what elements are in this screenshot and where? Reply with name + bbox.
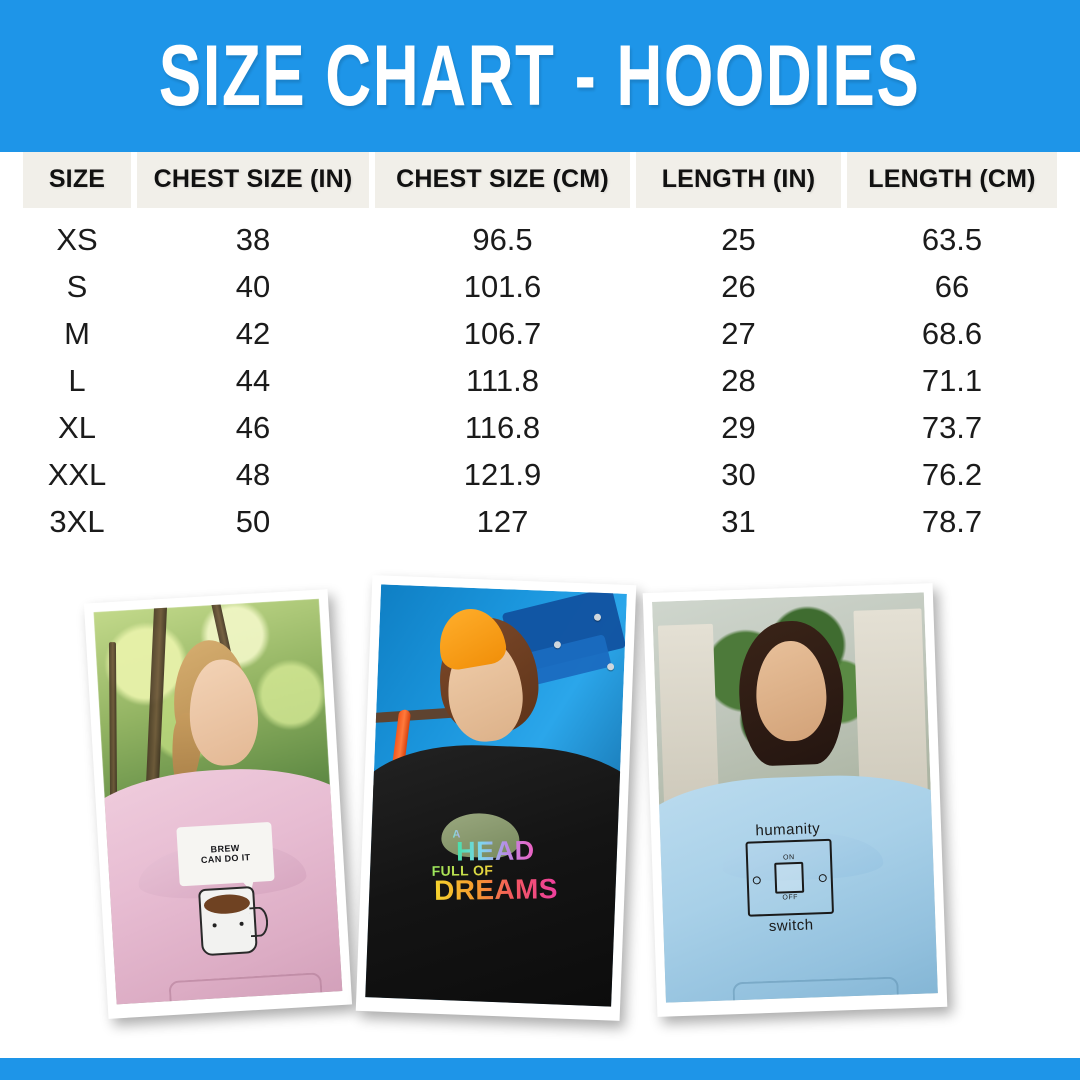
hoodie-pocket (732, 976, 900, 1003)
cell-chest-in: 48 (235, 457, 271, 492)
cell-length-cm: 73.7 (921, 410, 983, 445)
cell-size: M (64, 316, 90, 351)
cell-length-in: 27 (721, 316, 756, 351)
table-body: XS 38 96.5 25 63.5 S 40 101.6 26 66 M 42… (23, 208, 1057, 545)
cup-eyes (212, 921, 244, 928)
photo-pane: humanity ON OFF switch (651, 592, 938, 1003)
cell-chest-in: 38 (235, 222, 271, 257)
cell-chest-in: 40 (235, 269, 271, 304)
cell-chest-in: 44 (235, 363, 271, 398)
speech-bubble-graphic: BREW CAN DO IT (176, 821, 275, 887)
page-title: SIZE CHART - HOODIES (159, 28, 921, 124)
brew-line-2: CAN DO IT (200, 852, 251, 866)
cell-size: 3XL (49, 504, 105, 539)
humanity-switch-graphic: humanity ON OFF switch (713, 795, 865, 960)
hoodie-pocket (168, 971, 324, 1005)
cell-length-cm: 76.2 (921, 457, 983, 492)
table-row: M 42 106.7 27 68.6 (23, 310, 1057, 357)
cell-chest-cm: 127 (476, 504, 529, 539)
column-header-chest-cm: CHEST SIZE (CM) (375, 152, 630, 208)
cell-size: XXL (47, 457, 107, 492)
footer-banner (0, 1058, 1080, 1080)
light-switch-icon: ON OFF (745, 839, 834, 917)
cell-length-cm: 66 (934, 269, 970, 304)
cell-chest-in: 50 (235, 504, 271, 539)
product-photo-black-hoodie: A HEAD FULL OF DREAMS (355, 575, 637, 1021)
cell-size: L (68, 363, 86, 398)
table-row: 3XL 50 127 31 78.7 (23, 498, 1057, 545)
cell-length-cm: 71.1 (921, 363, 983, 398)
product-photo-blue-hoodie: humanity ON OFF switch (642, 583, 948, 1017)
cell-length-in: 26 (721, 269, 756, 304)
cell-length-cm: 63.5 (921, 222, 983, 257)
screw-icon (818, 873, 827, 882)
column-header-size: SIZE (23, 152, 131, 208)
cell-chest-cm: 106.7 (463, 316, 542, 351)
column-header-length-in: LENGTH (IN) (636, 152, 841, 208)
product-photo-pink-hoodie: BREW CAN DO IT (83, 589, 353, 1019)
table-row: L 44 111.8 28 71.1 (23, 357, 1057, 404)
column-header-chest-in: CHEST SIZE (IN) (137, 152, 369, 208)
cell-length-cm: 68.6 (921, 316, 983, 351)
humanity-label: humanity (755, 820, 821, 840)
cell-chest-cm: 116.8 (464, 410, 541, 445)
cell-length-in: 28 (721, 363, 756, 398)
cell-chest-cm: 96.5 (472, 222, 533, 257)
product-photo-strip: BREW CAN DO IT A (0, 572, 1080, 1042)
photo-pane: A HEAD FULL OF DREAMS (365, 584, 627, 1007)
cell-length-in: 30 (721, 457, 756, 492)
cell-chest-cm: 101.6 (463, 269, 542, 304)
table-header: SIZE CHEST SIZE (IN) CHEST SIZE (CM) LEN… (23, 152, 1057, 208)
cell-size: XL (58, 410, 96, 445)
screw-icon (752, 875, 761, 885)
table-header-row: SIZE CHEST SIZE (IN) CHEST SIZE (CM) LEN… (23, 152, 1057, 208)
switch-on-label: ON (782, 854, 795, 862)
dreams-line-head: HEAD (456, 835, 536, 867)
cell-size: S (66, 269, 88, 304)
cell-chest-cm: 121.9 (463, 457, 542, 492)
table-row: S 40 101.6 26 66 (23, 263, 1057, 310)
cell-length-in: 29 (721, 410, 756, 445)
table-row: XL 46 116.8 29 73.7 (23, 404, 1057, 451)
cell-length-cm: 78.7 (921, 504, 983, 539)
cell-chest-in: 46 (235, 410, 271, 445)
cell-length-in: 31 (721, 504, 756, 539)
rivet-icon (553, 640, 562, 648)
dreams-line-dreams: DREAMS (434, 872, 559, 906)
size-chart-table: SIZE CHEST SIZE (IN) CHEST SIZE (CM) LEN… (17, 152, 1063, 545)
cell-chest-in: 42 (235, 316, 271, 351)
cell-size: XS (56, 222, 98, 257)
switch-label: switch (768, 916, 814, 935)
column-header-length-cm: LENGTH (CM) (847, 152, 1057, 208)
size-chart-table-container: SIZE CHEST SIZE (IN) CHEST SIZE (CM) LEN… (0, 152, 1080, 545)
switch-off-label: OFF (782, 894, 799, 902)
cell-length-in: 25 (721, 222, 756, 257)
table-row: XS 38 96.5 25 63.5 (23, 208, 1057, 263)
switch-rocker (774, 862, 805, 894)
dreams-graphic: A HEAD FULL OF DREAMS (419, 803, 573, 929)
photo-pane: BREW CAN DO IT (93, 598, 343, 1005)
coffee-cup-icon (198, 885, 258, 957)
cell-chest-cm: 111.8 (466, 363, 539, 398)
header-banner: SIZE CHART - HOODIES (0, 0, 1080, 152)
table-row: XXL 48 121.9 30 76.2 (23, 451, 1057, 498)
